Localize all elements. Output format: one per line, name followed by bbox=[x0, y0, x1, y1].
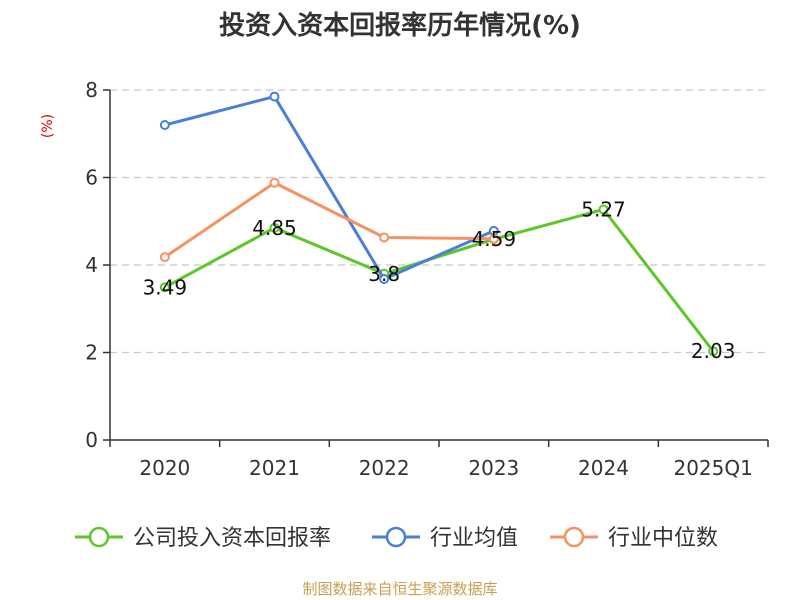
y-tick-label-2: 2 bbox=[85, 341, 98, 365]
legend: 公司投入资本回报率 行业均值 行业中位数 bbox=[75, 526, 718, 551]
legend-label-2: 行业中位数 bbox=[608, 526, 718, 551]
x-tick-label-2025Q1: 2025Q1 bbox=[673, 456, 752, 480]
series-line-0 bbox=[164, 207, 715, 353]
data-point-1-2020 bbox=[159, 120, 170, 130]
series-lines bbox=[159, 91, 719, 357]
x-tick-label-2022: 2022 bbox=[359, 456, 410, 480]
y-tick-label-0: 0 bbox=[85, 428, 98, 452]
y-tick-label-6: 6 bbox=[85, 166, 98, 190]
data-point-2-2021 bbox=[269, 177, 280, 188]
data-label-2023: 4.59 bbox=[472, 227, 517, 251]
series-line-1 bbox=[164, 95, 495, 281]
data-point-1-2022 bbox=[379, 274, 390, 284]
data-label-2021: 4.85 bbox=[252, 216, 297, 240]
axes: 0 2 4 6 8 2020 2021 2022 2023 2024 2025Q1 (%) bbox=[40, 78, 769, 480]
data-labels: 3.49 4.85 3.8 4.59 5.27 2.03 bbox=[143, 197, 736, 363]
data-point-1-2021 bbox=[269, 91, 280, 102]
data-point-0-2025Q1 bbox=[708, 346, 719, 357]
data-label-2022: 3.8 bbox=[368, 262, 400, 286]
data-point-2-2022 bbox=[379, 232, 390, 243]
legend-marker-1 bbox=[385, 526, 407, 548]
source-note: 制图数据来自恒生聚源数据库 bbox=[302, 580, 498, 598]
legend-marker-2 bbox=[563, 526, 585, 548]
series-line-2 bbox=[163, 181, 494, 259]
data-point-2-2023 bbox=[488, 233, 499, 244]
data-label-2025Q1: 2.03 bbox=[691, 339, 736, 363]
data-label-2024: 5.27 bbox=[581, 197, 626, 221]
x-tick-label-2023: 2023 bbox=[468, 456, 519, 480]
chart-title: 投资入资本回报率历年情况(%) bbox=[219, 11, 581, 41]
x-tick-label-2024: 2024 bbox=[578, 456, 629, 480]
data-point-2-2020 bbox=[159, 252, 170, 263]
legend-label-1: 行业均值 bbox=[430, 526, 518, 551]
data-point-0-2020 bbox=[159, 282, 170, 293]
y-tick-label-4: 4 bbox=[85, 253, 98, 277]
y-axis-unit-label: (%) bbox=[40, 114, 56, 138]
data-point-0-2024 bbox=[598, 204, 609, 215]
data-point-0-2021 bbox=[269, 222, 280, 233]
x-tick-label-2021: 2021 bbox=[249, 456, 300, 480]
legend-marker-0 bbox=[88, 526, 110, 548]
y-tick-label-8: 8 bbox=[85, 78, 98, 102]
x-tick-label-2020: 2020 bbox=[139, 456, 190, 480]
data-label-2020: 3.49 bbox=[143, 275, 188, 299]
legend-label-0: 公司投入资本回报率 bbox=[133, 526, 331, 551]
grid-lines bbox=[110, 89, 768, 354]
